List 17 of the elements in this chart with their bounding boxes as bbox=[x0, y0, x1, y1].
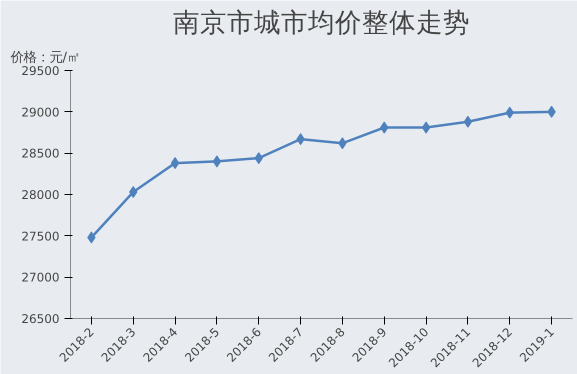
point bbox=[296, 133, 305, 146]
y-tick-label: 26500 bbox=[21, 312, 60, 326]
point bbox=[212, 155, 222, 168]
y-tick-label: 29000 bbox=[21, 105, 60, 120]
point bbox=[170, 157, 180, 170]
y-tick-label: 27000 bbox=[21, 270, 60, 285]
point bbox=[422, 122, 430, 134]
point bbox=[338, 137, 347, 150]
y-tick-label: 28000 bbox=[21, 188, 60, 202]
y-tick-label: 29500 bbox=[21, 64, 60, 78]
y-axis-title: 价格：元/㎡ bbox=[10, 50, 80, 66]
y-tick-label: 27500 bbox=[21, 229, 60, 244]
y-tick-label: 28500 bbox=[21, 146, 60, 161]
point bbox=[464, 116, 472, 128]
point bbox=[87, 231, 96, 244]
point bbox=[547, 106, 556, 118]
chart-title: 南京市城市均价整体走势 bbox=[173, 8, 470, 38]
